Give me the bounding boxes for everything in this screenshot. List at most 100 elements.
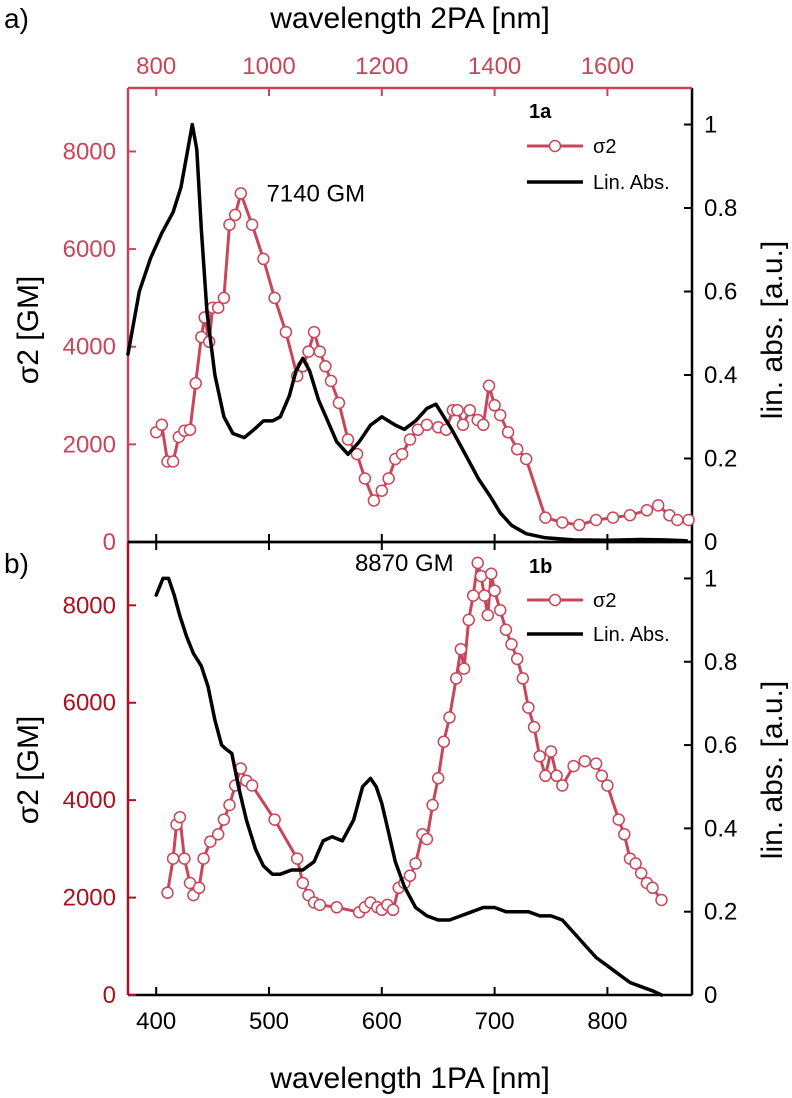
right-tick-label: 0.8 <box>704 649 737 676</box>
sigma2-point <box>477 418 490 432</box>
left-tick-label: 4000 <box>63 334 116 361</box>
sigma2-point <box>395 447 409 461</box>
top-tick-label: 1000 <box>242 53 295 80</box>
sigma2-point <box>572 518 586 532</box>
sigma2-point <box>375 484 389 497</box>
sigma2-point <box>324 374 338 388</box>
sigma2-point <box>682 513 695 527</box>
sigma2-point <box>516 672 530 685</box>
sigma2-point <box>471 556 484 570</box>
sigma2-point <box>296 876 310 890</box>
sigma2-point <box>466 589 480 602</box>
sigma2-point <box>519 452 533 466</box>
sigma2-point <box>623 508 637 522</box>
sigma2-point <box>341 433 355 446</box>
sigma2-point <box>606 511 620 524</box>
left-tick-label: 8000 <box>63 138 116 165</box>
sigma2-point <box>217 291 231 305</box>
sigma2-point <box>589 513 603 527</box>
lin-abs-line <box>126 122 689 543</box>
panel-b-legend: σ2 Lin. Abs. <box>527 590 670 646</box>
left-tick-label: 6000 <box>63 690 116 717</box>
legend-b-linabs-label: Lin. Abs. <box>593 624 670 646</box>
left-tick-label: 2000 <box>63 885 116 912</box>
sigma2-point <box>409 857 422 870</box>
sigma2-point <box>567 759 580 773</box>
sigma2-point <box>367 494 381 507</box>
panel-a-left-axis-title: σ2 [GM] <box>12 276 45 385</box>
sigma2-point <box>192 881 206 895</box>
right-tick-label: 0.4 <box>704 815 737 842</box>
sigma2-point <box>403 869 417 882</box>
sigma2-point <box>403 433 417 446</box>
right-tick-label: 0.2 <box>704 899 737 926</box>
sigma2-point <box>386 903 400 917</box>
sigma2-point <box>533 750 546 763</box>
sigma2-point <box>228 208 242 222</box>
sigma2-point <box>245 779 259 792</box>
left-tick-label: 6000 <box>63 236 116 263</box>
panel-b-left-axis-title: σ2 [GM] <box>12 716 45 825</box>
sigma2-point <box>197 852 210 865</box>
right-tick-label: 0.2 <box>704 446 737 473</box>
sigma2-point <box>522 701 535 714</box>
panel-a: 0 2000 4000 6000 8000 0 0.2 0.4 0.6 0.8 1 800 1000 12… <box>12 53 789 556</box>
sigma2-point <box>332 396 346 410</box>
panel-a-legend: σ2 Lin. Abs. <box>527 136 670 194</box>
sigma2-point <box>634 866 648 880</box>
right-tick-label: 0.6 <box>704 732 737 759</box>
right-tick-label: 0.6 <box>704 279 737 306</box>
panel-b-axes: 0 2000 4000 6000 8000 0 0.2 0.4 0.6 0.8 1 400 500 600… <box>63 540 737 1035</box>
legend-a-linabs-label: Lin. Abs. <box>593 172 670 194</box>
sigma2-point <box>449 672 463 685</box>
panel-b: 0 2000 4000 6000 8000 0 0.2 0.4 0.6 0.8 1 400 500 600… <box>12 540 789 1035</box>
right-tick-label: 0 <box>704 982 717 1009</box>
left-tick-label: 2000 <box>63 431 116 458</box>
sigma2-point <box>211 828 225 841</box>
sigma2-point <box>382 472 395 485</box>
left-tick-label: 4000 <box>63 787 116 814</box>
sigma2-point <box>437 735 451 748</box>
sigma2-point <box>279 325 293 339</box>
sigma2-point <box>223 218 236 231</box>
bottom-tick-label: 700 <box>475 1008 515 1035</box>
panel-a-tag: 1a <box>529 101 552 123</box>
sigma2-point <box>426 798 439 812</box>
legend-a-sigma2-label: σ2 <box>593 136 616 158</box>
sigma2-point <box>481 608 495 622</box>
panel-a-series <box>126 122 695 543</box>
sigma2-point <box>313 898 327 912</box>
panel-b-tag: 1b <box>529 556 552 578</box>
panel-a-label: a) <box>4 3 29 34</box>
sigma2-point <box>493 408 507 422</box>
sigma2-point <box>155 418 169 432</box>
sigma2-point <box>223 798 236 812</box>
bottom-tick-label: 500 <box>249 1008 289 1035</box>
sigma2-point <box>290 852 304 865</box>
panel-a-axes: 0 2000 4000 6000 8000 0 0.2 0.4 0.6 0.8 1 800 1000 12… <box>63 53 738 556</box>
bottom-tick-label: 400 <box>136 1008 176 1035</box>
sigma2-point <box>173 810 187 824</box>
bottom-tick-label: 600 <box>362 1008 402 1035</box>
sigma2-point <box>307 325 321 339</box>
sigma2-point <box>595 769 609 783</box>
sigma2-line <box>154 191 691 527</box>
left-tick-label: 8000 <box>63 592 116 619</box>
sigma2-point <box>482 379 496 393</box>
sigma2-point <box>420 418 434 432</box>
sigma2-point <box>350 447 364 461</box>
right-tick-label: 0 <box>704 529 717 556</box>
sigma2-point <box>245 218 259 231</box>
sigma2-point <box>474 569 488 583</box>
left-tick-label: 0 <box>103 982 116 1009</box>
sigma2-point <box>166 455 180 468</box>
sigma2-point <box>539 769 552 783</box>
right-tick-label: 1 <box>704 112 717 139</box>
sigma2-point <box>640 504 654 517</box>
sigma2-point <box>612 813 625 826</box>
top-tick-label: 800 <box>136 53 176 80</box>
sigma2-point <box>268 813 281 826</box>
sigma2-point <box>589 757 603 770</box>
sigma2-point <box>454 642 468 656</box>
sigma2-point <box>527 720 541 734</box>
